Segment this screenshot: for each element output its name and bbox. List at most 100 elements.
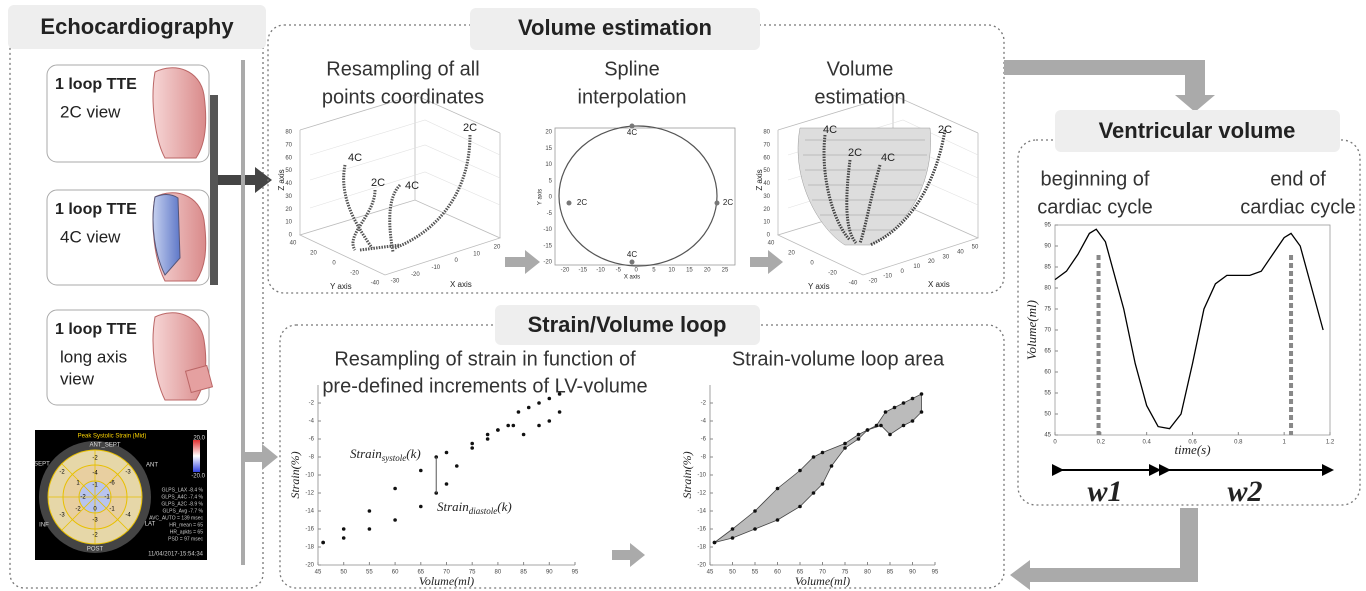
card-view: 4C view: [60, 227, 121, 246]
x-tick-label: 55: [752, 570, 759, 576]
tick-label: 80: [285, 130, 292, 136]
strain-point: [548, 419, 552, 423]
tick-label: 0: [549, 195, 553, 201]
x-tick-label: 45: [707, 570, 714, 576]
card-view: long axis: [60, 347, 127, 366]
segment-value: -2: [75, 507, 81, 513]
strain-point: [455, 464, 459, 468]
diagram: Echocardiography1 loop TTE2C view1 loop …: [0, 0, 1366, 591]
plot-frame: [1055, 225, 1330, 435]
y-tick-label: 65: [1044, 349, 1051, 355]
segment-value: -6: [109, 481, 115, 487]
view-label: 2C: [371, 177, 385, 189]
step-caption: Resampling of strain in function of: [334, 348, 636, 370]
strain-point: [470, 442, 474, 446]
region-label: SEPT: [34, 462, 50, 468]
y-tick-label: -2: [309, 401, 315, 407]
tick-label: 10: [668, 268, 675, 274]
strain-point: [843, 446, 847, 450]
step-caption: Resampling of all: [326, 58, 479, 80]
x-tick-label: 1.2: [1326, 440, 1335, 446]
x-axis-label: time(s): [1174, 442, 1210, 457]
segment-value: -3: [125, 470, 131, 476]
tick-label: 20: [494, 245, 501, 251]
x-tick-label: 95: [932, 570, 939, 576]
strain-point: [393, 487, 397, 491]
color-bar: [193, 440, 200, 472]
tick-label: 20: [285, 207, 292, 213]
y-tick-label: 70: [1044, 328, 1051, 334]
tick-label: 0: [332, 261, 336, 267]
x-tick-label: 1: [1282, 440, 1286, 446]
axis-label: Z axis: [277, 169, 286, 190]
view-label: 2C: [577, 198, 587, 207]
axis-label: X axis: [450, 280, 472, 289]
y-tick-label: -14: [305, 509, 314, 515]
axis-label: Y axis: [538, 189, 544, 205]
strain-point: [342, 527, 346, 531]
annotation: cardiac cycle: [1037, 196, 1153, 218]
tick-label: 70: [763, 142, 770, 148]
stat: PSD = 97 msec: [168, 536, 203, 542]
arrow: [245, 444, 278, 470]
annotation: beginning of: [1041, 168, 1150, 190]
step-caption: points coordinates: [322, 86, 484, 108]
tick-label: -5: [616, 268, 622, 274]
strain-point: [445, 482, 449, 486]
tick-label: -10: [431, 265, 440, 271]
label: Ventricular volume: [1099, 118, 1296, 143]
arrow: [612, 543, 645, 567]
axis-label: X axis: [624, 275, 640, 281]
mesh: [798, 128, 945, 245]
strain-point: [368, 509, 372, 513]
strain-point: [902, 424, 906, 428]
strain-point: [486, 433, 490, 437]
x-axis-label: Volume(ml): [795, 574, 850, 588]
y-tick-label: 50: [1044, 412, 1051, 418]
tick-label: 80: [763, 130, 770, 136]
connector: [241, 60, 245, 565]
window-label: w1: [1087, 475, 1122, 508]
y-tick-label: 60: [1044, 370, 1051, 376]
window-label: w2: [1227, 475, 1262, 508]
tick-label: 0: [634, 268, 638, 274]
x-tick-label: 0: [1053, 440, 1057, 446]
tick-label: 5: [549, 178, 553, 184]
bullseye-title: Peak Systolic Strain (Mid): [78, 434, 147, 440]
region-label: POST: [87, 547, 104, 553]
view-label: 2C: [848, 147, 862, 159]
segment-value: -2: [92, 533, 98, 539]
annotation-sub: systole: [382, 453, 407, 463]
strain-point: [512, 424, 516, 428]
step-caption: pre-defined increments of LV-volume: [322, 375, 647, 397]
view-label: 4C: [348, 152, 362, 164]
y-tick-label: 85: [1044, 265, 1051, 271]
view-label: 4C: [881, 152, 895, 164]
tick-label: -20: [561, 268, 570, 274]
scale-label: 20.0: [193, 436, 205, 442]
x-tick-label: 90: [546, 570, 553, 576]
segment-value: -4: [125, 513, 131, 519]
region-label: INF: [39, 523, 49, 529]
tick-label: -15: [578, 268, 587, 274]
tick-label: -10: [883, 274, 892, 280]
strain-point: [911, 419, 915, 423]
axis-label: X axis: [928, 280, 950, 289]
strain-point: [798, 505, 802, 509]
tick-label: 20: [545, 130, 552, 136]
strain-point: [776, 487, 780, 491]
strain-point: [753, 509, 757, 513]
x-tick-label: 0.2: [1097, 440, 1106, 446]
x-tick-label: 55: [366, 570, 373, 576]
tick-label: -20: [411, 272, 420, 278]
stat: HR_apkts = 65: [170, 529, 203, 535]
annotation-arg: (k): [406, 446, 420, 461]
y-tick-label: -10: [697, 473, 706, 479]
segment-value: -2: [80, 495, 86, 501]
tick-label: 30: [285, 194, 292, 200]
tick-label: -5: [547, 211, 553, 217]
region-label: ANT: [146, 463, 158, 469]
y-axis-label: Strain(%): [680, 451, 694, 498]
annotation: Straindiastole(k): [437, 499, 512, 516]
tick-label: -20: [869, 279, 878, 285]
